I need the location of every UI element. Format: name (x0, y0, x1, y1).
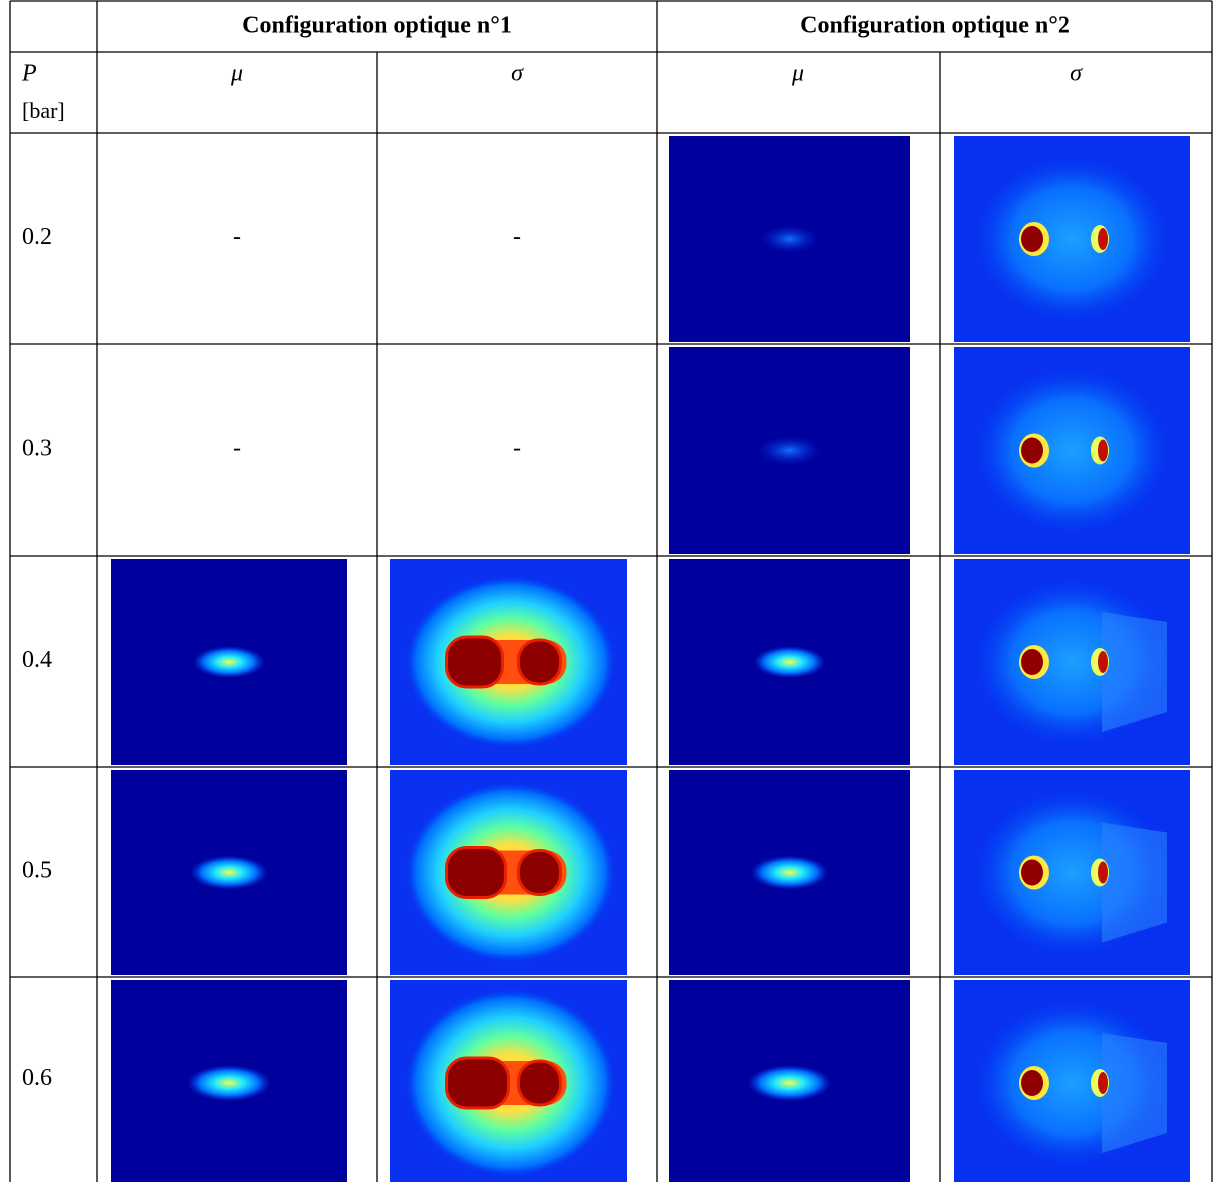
column-header: σ (511, 61, 524, 87)
blob-left (1021, 860, 1043, 886)
blob-left (447, 1058, 509, 1108)
empty-cell: - (513, 436, 521, 462)
group-header: Configuration optique n°1 (242, 13, 512, 39)
heatmap-image (669, 980, 910, 1182)
heatmap-image (669, 770, 910, 975)
empty-cell: - (233, 224, 241, 250)
blob-left (1021, 649, 1043, 675)
flare (1102, 823, 1167, 943)
blob (757, 436, 823, 466)
blob-right (1098, 1072, 1108, 1094)
heatmap-image (954, 347, 1190, 554)
page: Configuration optique n°1 Configuration o… (0, 0, 1214, 1182)
blob-left (1021, 1070, 1043, 1096)
empty-cell: - (513, 224, 521, 250)
heatmap-image (954, 980, 1190, 1182)
column-header: μ (230, 61, 243, 87)
pressure-value: 0.2 (22, 224, 52, 250)
pressure-value: 0.4 (22, 647, 52, 673)
heatmap-image (111, 770, 347, 975)
blob (754, 646, 826, 678)
blob-left (1021, 226, 1043, 252)
empty-cell: - (233, 436, 241, 462)
blob-right (519, 1061, 561, 1105)
column-header: σ (1070, 61, 1083, 87)
heatmap-image (111, 980, 347, 1182)
heatmap-image (669, 559, 910, 765)
blob-left (1021, 438, 1043, 464)
blob (760, 225, 820, 253)
heatmap-image (669, 136, 910, 342)
heatmap-image (390, 980, 627, 1182)
blob (193, 646, 265, 678)
table: Configuration optique n°1 Configuration o… (0, 0, 1214, 1182)
flare (1102, 612, 1167, 732)
blob-right (519, 851, 561, 895)
pressure-symbol: P (21, 61, 37, 87)
heatmap-image (669, 347, 910, 554)
heatmap-image (390, 559, 627, 765)
pressure-value: 0.5 (22, 858, 52, 884)
heatmap-image (954, 559, 1190, 765)
flare (1102, 1033, 1167, 1153)
blob-left (447, 637, 503, 687)
blob (190, 856, 268, 890)
blob-right (1098, 651, 1108, 673)
pressure-unit: [bar] (22, 98, 65, 123)
blob-right (1098, 440, 1108, 462)
pressure-value: 0.6 (22, 1065, 52, 1091)
blob (187, 1065, 271, 1101)
blob-left (447, 848, 506, 898)
glow (972, 154, 1172, 324)
glow (972, 366, 1172, 536)
pressure-value: 0.3 (22, 436, 52, 462)
heatmap-image (390, 770, 627, 975)
column-header: μ (791, 61, 804, 87)
blob (751, 856, 829, 890)
heatmap-image (954, 770, 1190, 975)
group-header: Configuration optique n°2 (800, 13, 1070, 39)
heatmap-image (954, 136, 1190, 342)
blob-right (1098, 228, 1108, 250)
blob-right (1098, 862, 1108, 884)
blob (748, 1065, 832, 1101)
blob-right (519, 640, 561, 684)
heatmap-image (111, 559, 347, 765)
